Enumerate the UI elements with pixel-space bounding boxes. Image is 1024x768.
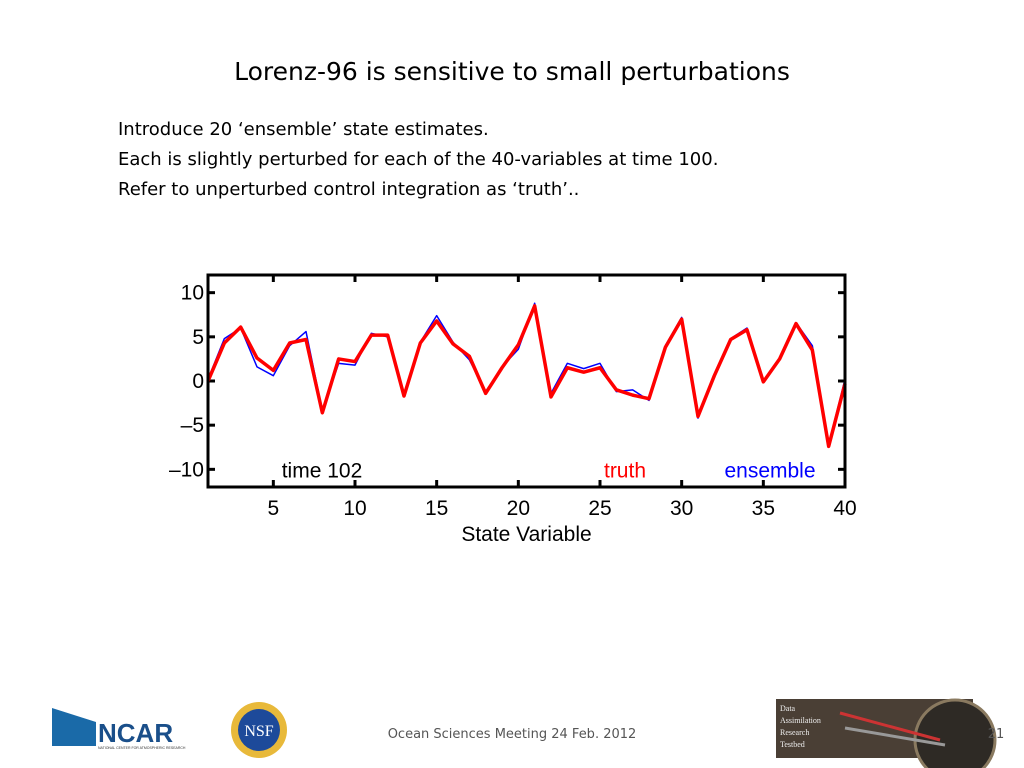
x-tick-label: 35 [752, 497, 775, 520]
footer: Ocean Sciences Meeting 24 Feb. 2012 [388, 727, 637, 742]
x-axis-label: State Variable [461, 523, 591, 546]
y-tick-label: –10 [169, 458, 204, 481]
y-tick-label: 5 [192, 326, 204, 349]
nsf-logo: NSF [231, 702, 287, 758]
x-tick-label: 25 [588, 497, 611, 520]
bullet: Each is slightly perturbed for each of t… [118, 149, 718, 170]
ncar-logo: NCAR NATIONAL CENTER FOR ATMOSPHERIC RES… [52, 708, 186, 750]
dart-text: Testbed [780, 740, 805, 749]
x-tick-label: 10 [343, 497, 366, 520]
y-tick-label: –5 [181, 414, 204, 437]
y-tick-label: 0 [192, 370, 204, 393]
page-number: 21 [988, 727, 1005, 742]
x-tick-label: 15 [425, 497, 448, 520]
ncar-swoosh [52, 708, 96, 746]
dart-logo: Data Assimilation Research Testbed [776, 698, 997, 768]
legend-label: ensemble [724, 459, 815, 482]
annotation: time 102 [282, 459, 363, 482]
x-tick-label: 40 [833, 497, 856, 520]
dartboard [913, 698, 997, 768]
nsf-disc [238, 709, 280, 751]
legend-label: truth [604, 459, 646, 482]
y-tick-label: 10 [181, 282, 204, 305]
plot: –10 –5 0 5 10 5 10 15 20 25 30 35 40 State Variable ti… [169, 273, 857, 546]
ncar-subtext: NATIONAL CENTER FOR ATMOSPHERIC RESEARCH [98, 746, 186, 750]
x-tick-label: 30 [670, 497, 693, 520]
bullet: Introduce 20 ‘ensemble’ state estimates. [118, 119, 489, 140]
slide-title: Lorenz-96 is sensitive to small perturba… [234, 57, 790, 86]
dart-text: Data [780, 704, 796, 713]
dart-text: Research [780, 728, 809, 737]
plot-frame [206, 273, 847, 489]
nsf-text: NSF [244, 723, 273, 740]
x-tick-label: 20 [507, 497, 530, 520]
dart-text: Assimilation [780, 716, 821, 725]
dart [839, 711, 941, 742]
ncar-text: NCAR [98, 718, 173, 748]
x-tick-label: 5 [267, 497, 279, 520]
dart [844, 726, 946, 747]
series-line [206, 304, 847, 449]
bullet: Refer to unperturbed control integration… [118, 179, 579, 200]
